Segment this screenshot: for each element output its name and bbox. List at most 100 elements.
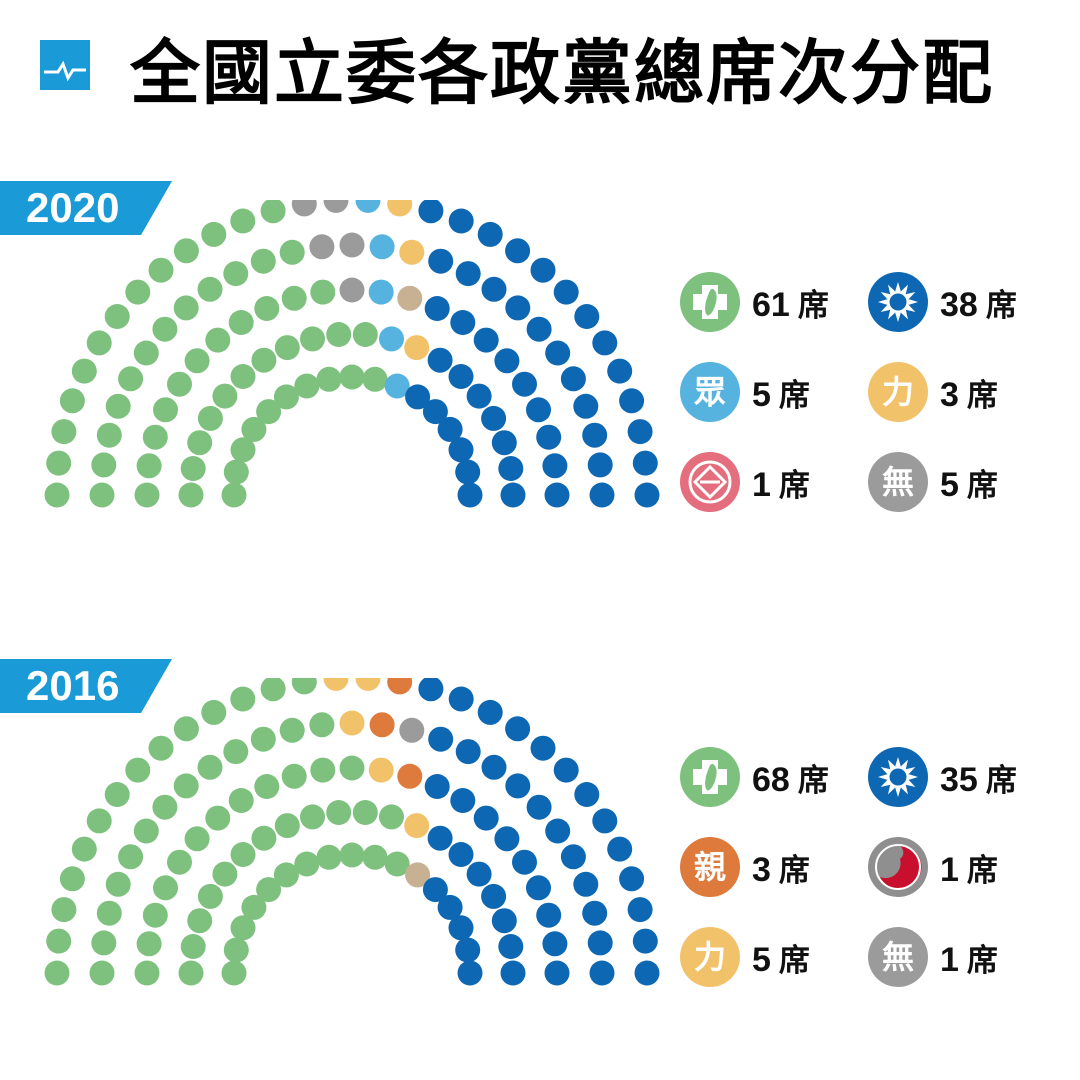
seat-kmt — [457, 482, 483, 508]
seat-kmt — [427, 825, 453, 851]
seat-kmt — [542, 453, 568, 479]
seat-dpp — [104, 782, 130, 807]
seat-dpp — [274, 335, 300, 361]
seat-kmt — [428, 726, 454, 752]
seat-dpp — [300, 804, 325, 830]
legend-seat-count: 61 — [752, 285, 790, 324]
seat-kmt — [448, 915, 474, 941]
seat-dpp — [173, 716, 199, 742]
legend-item-kmt: 38 席 — [868, 270, 1017, 334]
seat-dpp — [136, 931, 162, 957]
seat-dpp — [230, 915, 256, 941]
legend-seat-count: 35 — [940, 760, 978, 799]
seat-kmt — [607, 836, 633, 862]
seat-kmt — [560, 844, 586, 870]
legend-seat-count: 1 — [940, 850, 959, 889]
seat-kmt — [448, 208, 474, 234]
seat-dpp — [142, 424, 168, 450]
seat-kmt — [505, 238, 531, 264]
seat-dpp — [294, 851, 320, 877]
seat-dpp — [310, 757, 336, 783]
seat-dpp — [223, 261, 249, 287]
seat-kmt — [632, 450, 658, 476]
seat-dpp — [59, 388, 85, 414]
legend-seat-unit: 席 — [778, 467, 810, 504]
legend-seat-count: 1 — [940, 940, 959, 979]
year-tag-2020: 2020 — [0, 181, 172, 235]
seat-kmt — [544, 960, 570, 986]
seat-dpp — [197, 754, 223, 780]
seat-kmt — [632, 928, 658, 954]
legend-seat-unit: 席 — [778, 942, 810, 979]
seat-dpp — [136, 453, 162, 479]
seat-dpp — [309, 712, 335, 738]
seat-tsp — [399, 239, 425, 265]
seat-dpp — [260, 200, 286, 224]
seat-kmt — [542, 931, 568, 957]
legend-icon-glyph: 親 — [693, 848, 726, 886]
seat-ind — [291, 200, 317, 217]
seat-dpp — [310, 279, 336, 305]
seat-dpp — [180, 456, 206, 481]
seat-kmt — [582, 900, 608, 926]
seat-kmt — [473, 805, 499, 831]
seat-dpp — [51, 419, 77, 445]
seat-dpp — [339, 364, 365, 390]
seat-kmt — [466, 383, 492, 409]
seat-kmt — [573, 393, 599, 419]
seat-kmt — [448, 686, 474, 712]
legend-seat-count: 38 — [940, 285, 978, 324]
seat-kmt — [500, 482, 526, 508]
seat-tsp — [404, 813, 430, 839]
seat-dpp — [91, 452, 117, 478]
seat-dpp — [352, 800, 378, 825]
seat-dpp — [230, 208, 256, 234]
seat-kmt — [455, 459, 481, 485]
seat-tsp — [404, 335, 430, 361]
seat-kmt — [450, 310, 476, 335]
seat-tpp — [369, 234, 395, 260]
seat-dpp — [300, 326, 325, 352]
pfp-icon: 親 — [680, 837, 740, 897]
seat-dpp — [291, 678, 317, 695]
seat-dpp — [256, 399, 282, 425]
seat-kmt — [560, 366, 586, 392]
seat-dpp — [254, 774, 280, 799]
legend-seat-count: 5 — [752, 375, 771, 414]
legend-icon-glyph: 無 — [881, 463, 914, 501]
tpp-icon: 眾 — [680, 362, 740, 422]
seat-dpp — [201, 699, 227, 725]
legend-seat-unit: 席 — [966, 942, 998, 979]
seat-dpp — [125, 757, 151, 783]
seat-dpp — [250, 248, 276, 274]
seat-kmt — [424, 774, 450, 799]
seat-dpp — [279, 239, 305, 265]
seat-tpp — [368, 279, 394, 305]
seat-ind — [399, 717, 425, 743]
seat-kmt — [455, 937, 481, 963]
seat-kmt — [405, 384, 431, 410]
seat-dpp — [384, 851, 410, 877]
year-tag-2016: 2016 — [0, 659, 172, 713]
seat-dpp — [250, 726, 276, 752]
seat-dpp — [167, 849, 192, 875]
seat-dpp — [316, 844, 342, 870]
seat-kmt — [536, 902, 562, 928]
seat-kmt — [574, 304, 600, 329]
seat-ind — [309, 234, 335, 260]
seat-kmt — [500, 960, 526, 986]
seat-dpp — [51, 897, 77, 923]
seat-dpp — [133, 818, 159, 844]
seat-dpp — [153, 397, 178, 423]
legend-seat-count: 5 — [940, 465, 959, 504]
seat-kmt — [587, 452, 613, 478]
seat-dpp — [241, 894, 267, 920]
tsp-icon: 力 — [868, 362, 928, 422]
page-title: 全國立委各政黨總席次分配 — [130, 32, 994, 114]
seat-dpp — [59, 866, 85, 892]
seat-kmt — [457, 960, 483, 986]
brand-logo-icon — [40, 40, 90, 90]
legend-item-dpp: 61 席 — [680, 270, 829, 334]
seat-dpp — [212, 383, 238, 409]
